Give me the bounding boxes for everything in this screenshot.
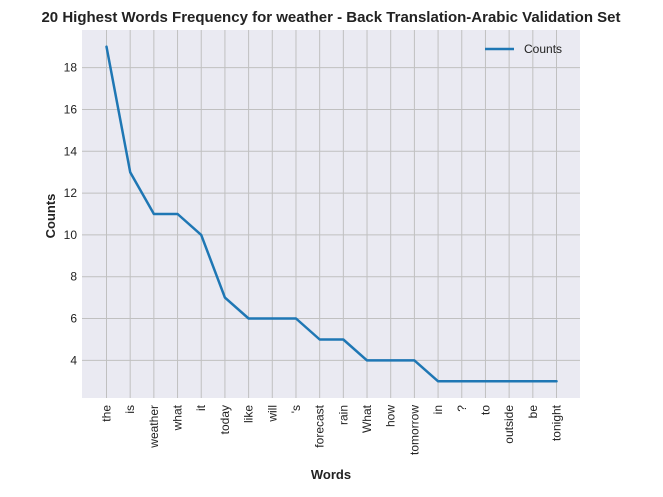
- x-tick-label: tonight: [550, 404, 564, 441]
- x-tick-label: rain: [336, 405, 350, 425]
- chart-title: 20 Highest Words Frequency for weather -…: [41, 9, 620, 26]
- x-tick-label: ?: [455, 405, 469, 412]
- series-layer: [105, 45, 558, 383]
- legend: Counts: [485, 42, 562, 56]
- x-tick-label: will: [265, 405, 279, 423]
- legend-label-counts: Counts: [524, 42, 562, 56]
- y-tick-label: 14: [64, 144, 78, 158]
- y-tick-label: 4: [70, 353, 77, 367]
- x-tick-label: today: [218, 405, 232, 434]
- x-tick-label: forecast: [313, 404, 327, 447]
- x-tick-label: 's: [289, 405, 303, 413]
- x-tick-label: how: [384, 405, 398, 427]
- y-tick-label: 18: [64, 61, 78, 75]
- x-tick-label: it: [194, 404, 208, 411]
- x-tick-label: be: [526, 405, 540, 419]
- x-tick-label: What: [360, 404, 374, 433]
- y-tick-label: 8: [70, 270, 77, 284]
- series-line-counts: [105, 45, 558, 383]
- x-tick-label: the: [100, 405, 114, 422]
- y-tick-label: 6: [70, 312, 77, 326]
- x-tick-label: outside: [502, 405, 516, 444]
- y-tick-label: 16: [64, 102, 78, 116]
- y-axis-label: Counts: [43, 194, 58, 239]
- grid: [82, 30, 580, 398]
- x-tick-label: weather: [147, 405, 161, 449]
- x-tick-label: is: [123, 405, 137, 414]
- y-tick-label: 12: [64, 186, 78, 200]
- x-tick-label: tomorrow: [407, 405, 421, 455]
- tick-labels: the is weather what it today like will 's forecas…: [64, 61, 564, 455]
- x-tick-label: to: [478, 405, 492, 415]
- x-tick-label: in: [431, 405, 445, 414]
- x-axis-label: Words: [311, 467, 351, 482]
- x-tick-label: like: [242, 405, 256, 423]
- x-tick-label: what: [171, 404, 185, 431]
- y-tick-label: 10: [64, 228, 78, 242]
